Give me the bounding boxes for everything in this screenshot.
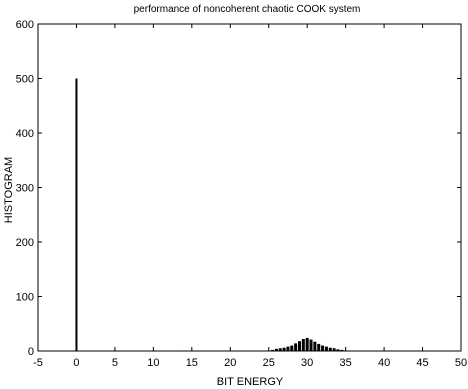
x-tick-label: 10 xyxy=(147,357,159,369)
histogram-bar xyxy=(297,341,301,351)
x-tick-label: 30 xyxy=(301,357,313,369)
x-tick-label: 20 xyxy=(224,357,236,369)
x-tick-label: 5 xyxy=(112,357,118,369)
histogram-bar xyxy=(309,339,313,351)
histogram-bar xyxy=(75,78,78,351)
histogram-bar xyxy=(340,349,344,351)
histogram-bar xyxy=(332,348,336,351)
histogram-bar xyxy=(321,345,325,351)
y-tick-label: 500 xyxy=(16,74,34,86)
histogram-bar xyxy=(294,343,298,351)
histogram-bar xyxy=(313,341,317,351)
x-tick-label: -5 xyxy=(33,357,43,369)
y-axis-ticks: 0 100 200 300 400 500 600 xyxy=(16,19,461,358)
histogram-bar xyxy=(305,337,309,351)
histogram-bar xyxy=(324,346,328,351)
plot-area xyxy=(37,23,462,352)
histogram-bar xyxy=(278,348,282,351)
histogram-bar xyxy=(271,349,275,351)
histogram-bar xyxy=(174,350,178,352)
chart-title: performance of noncoherent chaotic COOK … xyxy=(134,4,361,15)
histogram-bar xyxy=(274,348,278,351)
histogram-bar xyxy=(301,339,305,351)
histogram-bars xyxy=(75,78,348,352)
y-tick-label: 0 xyxy=(28,346,34,358)
x-tick-label: 15 xyxy=(186,357,198,369)
y-tick-label: 300 xyxy=(16,183,34,195)
histogram-bar xyxy=(282,347,286,351)
y-tick-label: 200 xyxy=(16,237,34,249)
x-tick-label: 25 xyxy=(263,357,275,369)
x-tick-label: 40 xyxy=(378,357,390,369)
x-tick-label: 0 xyxy=(73,357,79,369)
histogram-bar xyxy=(290,345,294,351)
y-tick-label: 100 xyxy=(16,292,34,304)
x-tick-label: 50 xyxy=(455,357,467,369)
histogram-bar xyxy=(328,347,332,351)
y-tick-label: 400 xyxy=(16,128,34,140)
histogram-bar xyxy=(336,349,340,351)
x-axis-ticks: -5 0 5 10 15 20 25 30 35 40 45 50 xyxy=(33,24,467,369)
x-axis-label: BIT ENERGY xyxy=(217,376,284,388)
x-tick-label: 45 xyxy=(416,357,428,369)
histogram-bar xyxy=(317,343,321,351)
x-tick-label: 35 xyxy=(340,357,352,369)
histogram-bar xyxy=(286,346,290,351)
y-tick-label: 600 xyxy=(16,19,34,31)
y-axis-label: HISTOGRAM xyxy=(3,157,15,223)
